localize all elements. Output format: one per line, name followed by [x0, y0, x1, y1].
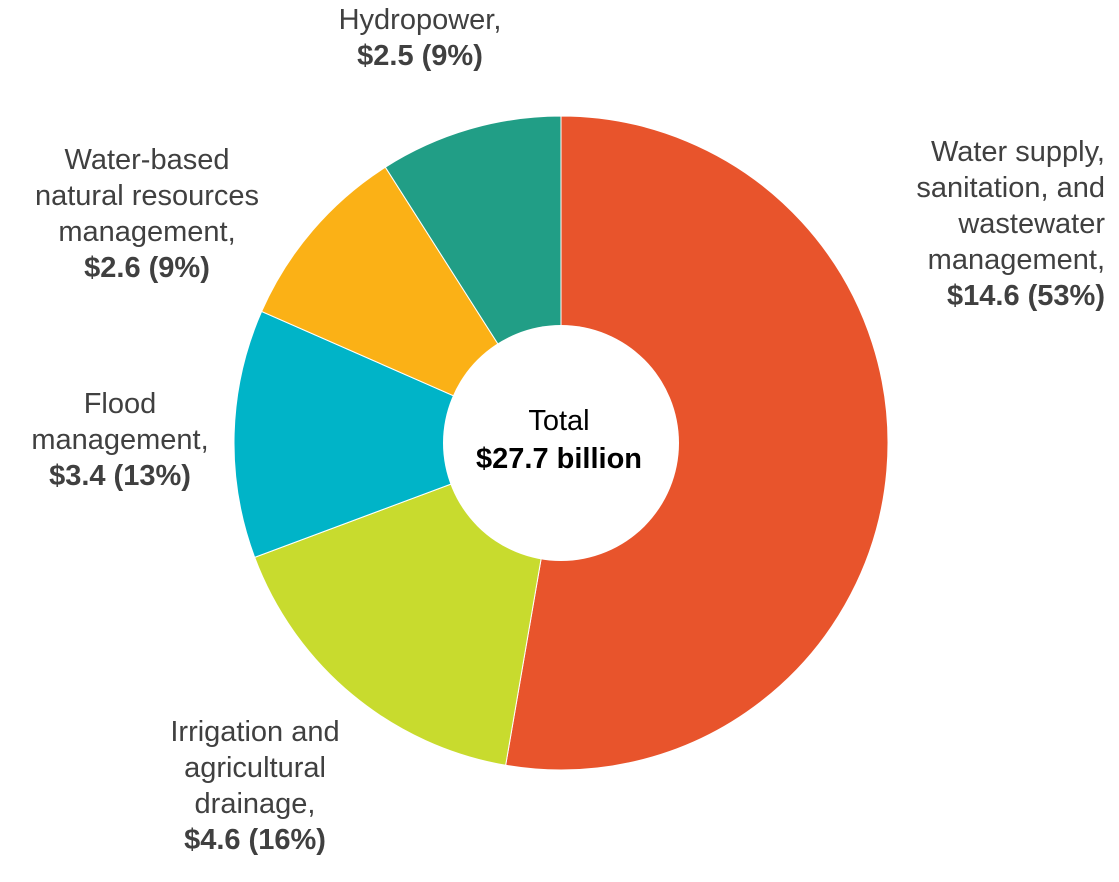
- slice-label-hydropower-value: $2.5 (9%): [357, 40, 483, 72]
- slice-label-hydropower: Hydropower, $2.5 (9%): [320, 2, 520, 74]
- slice-label-irrigation-name: Irrigation and agricultural drainage,: [170, 716, 340, 820]
- slice-label-water-supply-name: Water supply, sanitation, and wastewater…: [916, 136, 1105, 276]
- slice-label-flood: Flood management, $3.4 (13%): [20, 386, 220, 494]
- center-total-label: Total: [528, 405, 590, 437]
- slice-label-flood-value: $3.4 (13%): [49, 460, 191, 492]
- center-total-value: $27.7 billion: [476, 443, 642, 475]
- slice-flood: [233, 310, 563, 558]
- slice-label-natural-resources: Water-based natural resources management…: [12, 142, 282, 286]
- center-total: Total $27.7 billion: [444, 402, 674, 478]
- slice-label-hydropower-name: Hydropower,: [338, 4, 502, 36]
- slice-label-irrigation-value: $4.6 (16%): [184, 824, 326, 856]
- slice-water-supply: [505, 115, 889, 771]
- donut-hole: [443, 325, 679, 561]
- slice-label-natural-resources-value: $2.6 (9%): [84, 252, 210, 284]
- slice-label-flood-name: Flood management,: [31, 388, 209, 456]
- slice-label-irrigation: Irrigation and agricultural drainage, $4…: [120, 714, 390, 858]
- slice-label-water-supply: Water supply, sanitation, and wastewater…: [880, 134, 1105, 314]
- slice-label-natural-resources-name: Water-based natural resources management…: [34, 144, 260, 248]
- slice-label-water-supply-value: $14.6 (53%): [947, 280, 1105, 312]
